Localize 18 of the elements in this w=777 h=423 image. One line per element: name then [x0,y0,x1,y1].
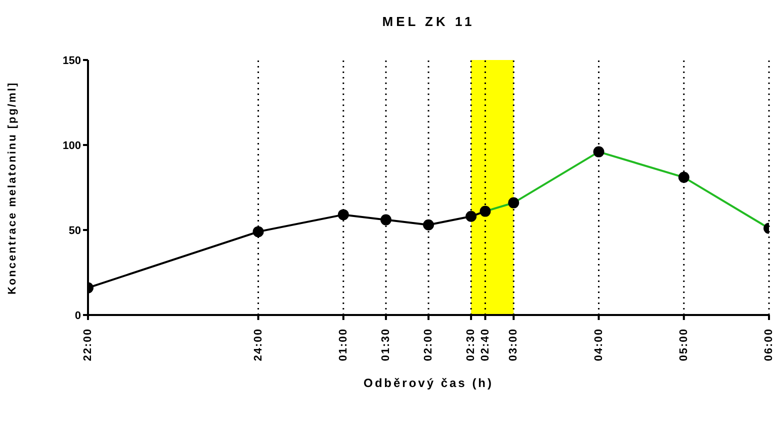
x-tick-label: 24:00 [252,328,264,362]
x-tick-label: 05:00 [678,328,690,362]
x-tick-label: 02:00 [422,328,434,362]
x-tick-label: 01:00 [337,328,350,362]
x-tick-label: 02:30 [465,328,478,362]
y-tick-label: 0 [74,310,81,322]
x-tick-label: 06:00 [763,328,775,362]
y-tick-label: 150 [62,54,81,67]
x-tick-label: 01:30 [380,328,392,362]
x-tick-label: 22:00 [82,328,94,362]
x-tick-label: 02:40 [479,328,492,362]
x-axis-title: Odběrový čas (h) [362,376,495,390]
y-tick-label: 100 [62,140,81,152]
y-tick-label: 50 [68,224,81,237]
x-tick-label: 04:00 [592,328,605,362]
chart-title: MEL ZK 11 [381,14,476,29]
x-tick-label: 03:00 [508,328,520,362]
y-axis-title: Koncentrace melatoninu [pg/ml] [7,80,20,294]
